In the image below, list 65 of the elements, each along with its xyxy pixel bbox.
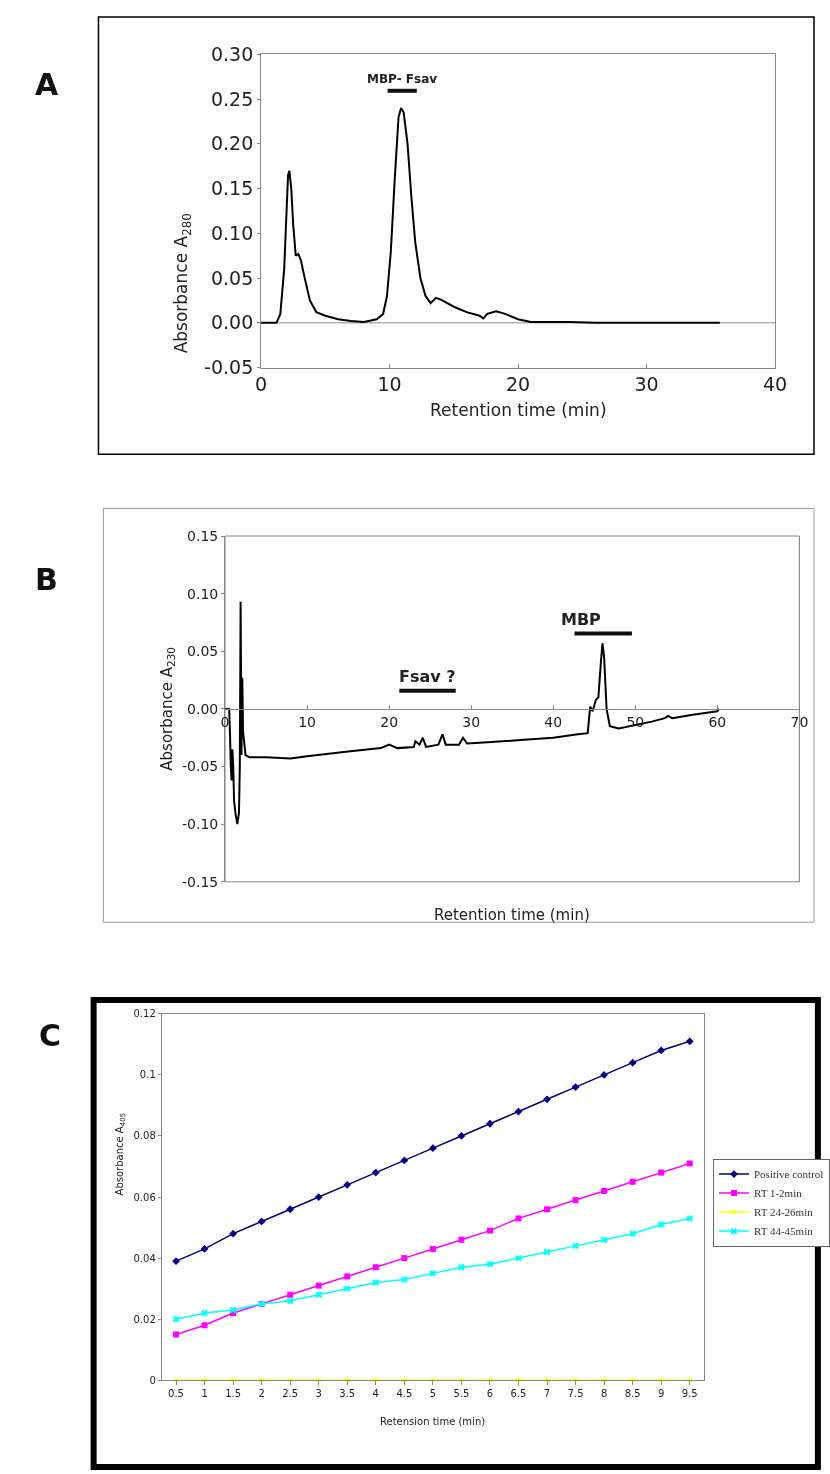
x-tick-label: 2 — [258, 1388, 265, 1400]
x-tick-label: 30 — [462, 713, 481, 730]
x-tick-label: 3 — [315, 1388, 322, 1400]
x-tick-label: 10 — [298, 713, 316, 730]
x-tick-label: 10 — [377, 373, 402, 396]
y-tick-label: 0.15 — [187, 527, 219, 544]
x-tick-label: 40 — [544, 713, 563, 730]
x-tick-label: 3.5 — [339, 1388, 356, 1400]
x-tick-label: 8.5 — [624, 1388, 641, 1400]
x-tick-label: 0 — [255, 373, 268, 396]
x-axis-title: Retention time (min) — [430, 400, 607, 420]
legend-label: Positive control — [754, 1168, 824, 1181]
x-tick-label: 40 — [762, 373, 788, 396]
legend-label: RT 1-2min — [754, 1187, 803, 1200]
x-tick-label: 5.5 — [453, 1388, 470, 1400]
y-tick-label: 0 — [149, 1374, 156, 1386]
y-tick-label: 0.1 — [139, 1069, 156, 1081]
annotation: MBP — [561, 610, 602, 629]
annotation: Fsav ? — [399, 667, 456, 686]
x-tick-label: 9.5 — [681, 1388, 698, 1400]
y-tick-label: 0.05 — [187, 643, 219, 660]
y-tick-label: -0.15 — [182, 873, 219, 890]
y-tick-label: 0.06 — [133, 1191, 156, 1203]
y-tick-label: 0.04 — [133, 1252, 156, 1264]
x-tick-label: 9 — [658, 1388, 665, 1400]
text: A — [35, 67, 59, 102]
x-tick-label: 30 — [634, 373, 659, 396]
x-tick-label: 5 — [429, 1388, 437, 1400]
x-axis-title: Retension time (min) — [380, 1416, 486, 1427]
x-tick-label: 4 — [372, 1388, 379, 1400]
y-tick-label: 0.20 — [210, 132, 254, 155]
x-tick-label: 1.5 — [225, 1388, 242, 1400]
text: B — [35, 562, 58, 597]
x-tick-label: 70 — [790, 713, 809, 730]
x-tick-label: 1 — [201, 1388, 208, 1400]
y-tick-label: 0.00 — [210, 311, 254, 334]
y-tick-label: 0.02 — [133, 1313, 156, 1325]
y-tick-label: 0.15 — [210, 177, 254, 200]
y-tick-label: 0.00 — [187, 700, 219, 717]
y-tick-label: 0.25 — [210, 87, 254, 110]
x-tick-label: 6.5 — [510, 1388, 527, 1400]
y-tick-label: -0.05 — [204, 356, 254, 379]
y-tick-label: -0.10 — [182, 816, 219, 833]
x-tick-label: 20 — [380, 713, 399, 730]
y-tick-label: 0.12 — [133, 1008, 156, 1020]
y-tick-label: -0.05 — [182, 758, 219, 775]
x-tick-label: 8 — [600, 1388, 608, 1400]
x-tick-label: 6 — [486, 1388, 494, 1400]
x-tick-label: 4.5 — [396, 1388, 413, 1400]
annotation: MBP- Fsav — [367, 72, 438, 86]
x-tick-label: 20 — [505, 373, 531, 396]
x-tick-label: 60 — [708, 713, 727, 730]
x-tick-label: 7 — [543, 1388, 551, 1400]
x-tick-label: 0.5 — [168, 1388, 184, 1400]
x-axis-title: Retention time (min) — [434, 906, 590, 924]
chart-title: C — [39, 1018, 62, 1053]
x-tick-label: 2.5 — [282, 1388, 299, 1400]
y-tick-label: 0.05 — [210, 266, 254, 289]
legend-label: RT 24-26min — [754, 1206, 814, 1219]
y-tick-label: 0.08 — [133, 1130, 156, 1142]
x-tick-label: 7.5 — [567, 1388, 584, 1400]
y-tick-label: 0.10 — [187, 585, 219, 602]
y-tick-label: 0.10 — [210, 221, 254, 244]
legend-label: RT 44-45min — [754, 1225, 814, 1238]
y-tick-label: 0.30 — [210, 42, 254, 65]
